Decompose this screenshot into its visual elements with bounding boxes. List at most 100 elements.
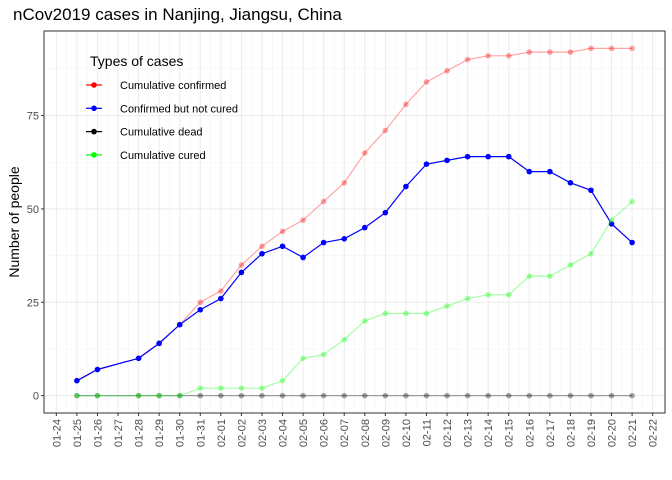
data-point <box>238 269 245 276</box>
legend-label: Confirmed but not cured <box>120 103 238 115</box>
data-point <box>238 385 245 391</box>
data-point <box>361 150 368 156</box>
x-tick-label: 02-08 <box>360 419 372 447</box>
data-point <box>485 153 491 160</box>
data-point <box>341 392 348 399</box>
data-point <box>444 157 450 164</box>
x-tick-label: 02-20 <box>607 419 619 447</box>
data-point <box>259 250 265 257</box>
data-point <box>156 392 162 399</box>
data-point <box>320 198 327 205</box>
data-point <box>135 392 142 399</box>
data-point <box>341 236 348 242</box>
y-tick-label: 75 <box>27 111 39 123</box>
data-point <box>156 392 162 399</box>
legend-label: Cumulative cured <box>120 150 206 162</box>
data-point <box>423 392 430 399</box>
data-point <box>279 243 286 250</box>
data-point <box>608 221 615 227</box>
data-point <box>423 310 430 317</box>
data-point <box>320 392 327 399</box>
data-point <box>382 127 389 134</box>
y-tick-label: 0 <box>33 391 39 403</box>
x-tick-label: 01-31 <box>195 419 207 447</box>
data-point <box>547 168 553 175</box>
x-tick-label: 02-14 <box>483 419 495 447</box>
data-point <box>505 392 512 399</box>
data-point <box>300 217 306 223</box>
data-point <box>135 392 142 399</box>
data-point <box>423 161 430 167</box>
data-point <box>156 340 162 347</box>
data-point <box>547 273 553 279</box>
legend-key-point <box>91 152 97 158</box>
data-point <box>135 355 142 362</box>
data-point <box>74 377 80 384</box>
legend-title: Types of cases <box>90 53 183 69</box>
x-tick-label: 02-17 <box>545 419 557 447</box>
data-point <box>176 321 183 328</box>
data-point <box>218 392 224 399</box>
data-point <box>403 392 409 399</box>
data-point <box>176 392 183 399</box>
data-point <box>547 49 553 55</box>
data-point <box>505 292 512 298</box>
data-point <box>567 392 574 399</box>
data-point <box>197 392 204 399</box>
data-point <box>382 310 389 317</box>
data-point <box>197 385 204 391</box>
x-tick-label: 02-05 <box>298 419 310 447</box>
data-point <box>382 392 389 399</box>
data-point <box>526 392 533 399</box>
data-point <box>505 53 512 59</box>
data-point <box>218 385 224 391</box>
series-cumulative-cured <box>74 198 635 399</box>
data-point <box>259 392 265 399</box>
x-tick-label: 01-24 <box>51 419 63 447</box>
data-point <box>403 310 409 317</box>
data-point <box>218 288 224 294</box>
data-point <box>526 273 533 279</box>
legend-label: Cumulative confirmed <box>120 80 226 92</box>
data-point <box>444 392 450 399</box>
x-tick-label: 01-26 <box>92 419 104 447</box>
data-point <box>567 179 574 186</box>
x-tick-label: 02-15 <box>504 419 516 447</box>
data-point <box>567 262 574 268</box>
legend: Types of cases Cumulative confirmed Confi… <box>86 53 238 162</box>
data-point <box>74 392 80 399</box>
y-tick-label: 25 <box>27 297 39 309</box>
x-tick-label: 02-07 <box>339 419 351 447</box>
x-tick-label: 02-19 <box>586 419 598 447</box>
data-point <box>567 49 574 55</box>
data-point <box>197 306 204 313</box>
x-tick-label: 01-25 <box>72 419 84 447</box>
x-tick-label: 02-12 <box>442 419 454 447</box>
data-point <box>94 392 101 399</box>
data-point <box>423 79 430 85</box>
data-point <box>526 168 533 175</box>
data-point <box>341 336 348 343</box>
data-point <box>485 53 491 59</box>
data-point <box>588 187 594 194</box>
x-tick-label: 02-11 <box>421 419 433 446</box>
x-tick-label: 02-16 <box>524 419 536 447</box>
x-tick-label: 01-28 <box>134 419 146 447</box>
x-tick-label: 02-01 <box>216 419 228 447</box>
data-point <box>505 153 512 160</box>
data-point <box>361 224 368 231</box>
x-tick-label: 02-10 <box>401 419 413 447</box>
data-point <box>300 355 306 362</box>
data-point <box>382 209 389 216</box>
chart-title: nCov2019 cases in Nanjing, Jiangsu, Chin… <box>13 5 342 24</box>
data-point <box>259 243 265 250</box>
x-tick-label: 02-06 <box>319 419 331 447</box>
data-point <box>608 217 615 223</box>
data-point <box>361 318 368 324</box>
data-point <box>485 292 491 298</box>
data-point <box>320 239 327 246</box>
legend-label: Cumulative dead <box>120 127 203 139</box>
data-point <box>464 392 471 399</box>
data-point <box>485 392 491 399</box>
